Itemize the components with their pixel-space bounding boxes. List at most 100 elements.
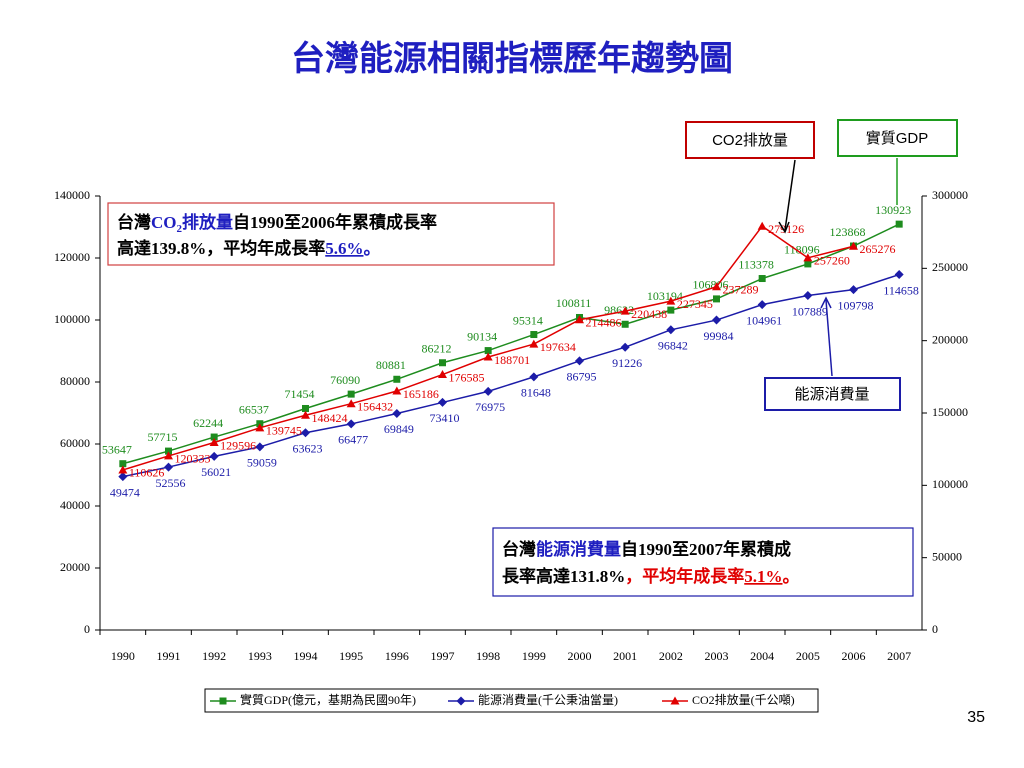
marker <box>392 386 402 395</box>
data-label: 120333 <box>175 452 211 466</box>
y2-tick-label: 50000 <box>932 549 962 563</box>
note-run: 能源消費量 <box>536 539 621 559</box>
note-run: 。 <box>364 239 381 258</box>
x-tick-label: 2004 <box>750 649 774 663</box>
data-label: 123868 <box>830 225 866 239</box>
note-run: 長率高達131.8% <box>502 566 625 586</box>
y2-tick-label: 0 <box>932 622 938 636</box>
data-label: 214486 <box>586 315 622 329</box>
marker <box>529 372 539 382</box>
note-text: 長率高達131.8%，平均年成長率5.1%。 <box>502 566 800 586</box>
marker <box>713 295 720 303</box>
x-tick-label: 2007 <box>887 649 911 663</box>
marker <box>439 359 446 367</box>
marker <box>849 285 858 295</box>
marker <box>219 697 227 705</box>
y-tick-label: 40000 <box>60 498 90 512</box>
data-label: 86212 <box>422 341 452 355</box>
callout-label: 實質GDP <box>866 129 929 147</box>
marker <box>803 291 813 301</box>
data-label: 53647 <box>102 442 132 456</box>
marker <box>666 325 676 335</box>
data-label: 62244 <box>193 416 223 430</box>
data-label: 63623 <box>293 442 323 456</box>
marker <box>484 347 492 355</box>
data-label: 49474 <box>110 485 140 499</box>
y-tick-label: 140000 <box>54 188 90 202</box>
marker <box>483 352 493 361</box>
data-label: 109798 <box>838 298 874 312</box>
marker <box>575 356 584 366</box>
x-tick-label: 1990 <box>111 649 135 663</box>
note-run: 排放量 <box>182 212 233 232</box>
marker <box>438 370 447 379</box>
data-label: 257260 <box>814 254 850 268</box>
x-tick-label: 1997 <box>431 649 455 663</box>
marker <box>670 696 680 705</box>
marker <box>346 419 356 429</box>
y-tick-label: 80000 <box>60 374 90 388</box>
marker <box>209 451 219 461</box>
data-label: 69849 <box>384 422 414 436</box>
x-tick-label: 1999 <box>522 649 546 663</box>
x-tick-label: 1996 <box>385 649 409 663</box>
data-label: 197634 <box>540 340 576 354</box>
data-label: 52556 <box>156 476 186 490</box>
callout-arrow-head <box>820 296 832 309</box>
marker <box>165 447 172 455</box>
marker <box>301 428 310 438</box>
x-tick-label: 1993 <box>248 649 272 663</box>
marker <box>895 220 903 228</box>
data-label: 86795 <box>567 370 597 384</box>
data-label: 90134 <box>467 329 497 343</box>
x-tick-label: 2006 <box>842 649 866 663</box>
data-label: 73410 <box>430 411 460 425</box>
data-label: 57715 <box>148 430 178 444</box>
marker <box>757 300 767 310</box>
data-label: 110626 <box>129 466 165 480</box>
note-run: 5.1% <box>744 567 782 586</box>
legend-label: CO2排放量(千公噸) <box>692 692 795 707</box>
data-label: 114658 <box>883 283 919 297</box>
note-run: 。 <box>783 567 800 586</box>
note-box <box>107 202 555 266</box>
marker <box>758 275 766 283</box>
y2-tick-label: 100000 <box>932 477 968 491</box>
marker <box>255 442 265 452</box>
marker <box>621 320 629 328</box>
data-label: 107889 <box>792 304 828 318</box>
note-run: 台灣 <box>502 539 536 559</box>
y-tick-label: 60000 <box>60 436 90 450</box>
marker <box>392 408 402 418</box>
data-label: 103194 <box>647 289 683 303</box>
note-run: 高達139.8%，平均年成長率 <box>117 238 325 258</box>
note-box <box>492 527 914 597</box>
marker <box>666 296 676 305</box>
marker <box>118 472 128 482</box>
x-tick-label: 1998 <box>476 649 500 663</box>
data-label: 100811 <box>556 296 592 310</box>
y2-tick-label: 200000 <box>932 332 968 346</box>
note-run: 台灣 <box>117 212 151 232</box>
callout-label: CO2排放量 <box>712 132 788 149</box>
marker <box>393 375 401 383</box>
marker <box>301 410 310 419</box>
data-label: 113378 <box>738 257 774 271</box>
callout-box <box>764 377 901 411</box>
callout-box <box>685 121 815 159</box>
series-line <box>122 273 900 478</box>
legend-box <box>204 688 819 713</box>
note-text: 台灣CO2排放量自1990至2006年累積成長率 <box>117 212 437 235</box>
marker <box>620 306 630 315</box>
data-label: 56021 <box>201 465 231 479</box>
x-tick-label: 1994 <box>294 649 318 663</box>
callout-arrow-head <box>778 221 790 234</box>
data-label: 148424 <box>312 411 348 425</box>
y-tick-label: 100000 <box>54 312 90 326</box>
marker <box>347 390 355 398</box>
data-label: 176585 <box>449 370 485 384</box>
x-tick-label: 2000 <box>568 649 592 663</box>
y2-tick-label: 300000 <box>932 188 968 202</box>
chart-title: 台灣能源相關指標歷年趨勢圖 <box>291 40 733 78</box>
